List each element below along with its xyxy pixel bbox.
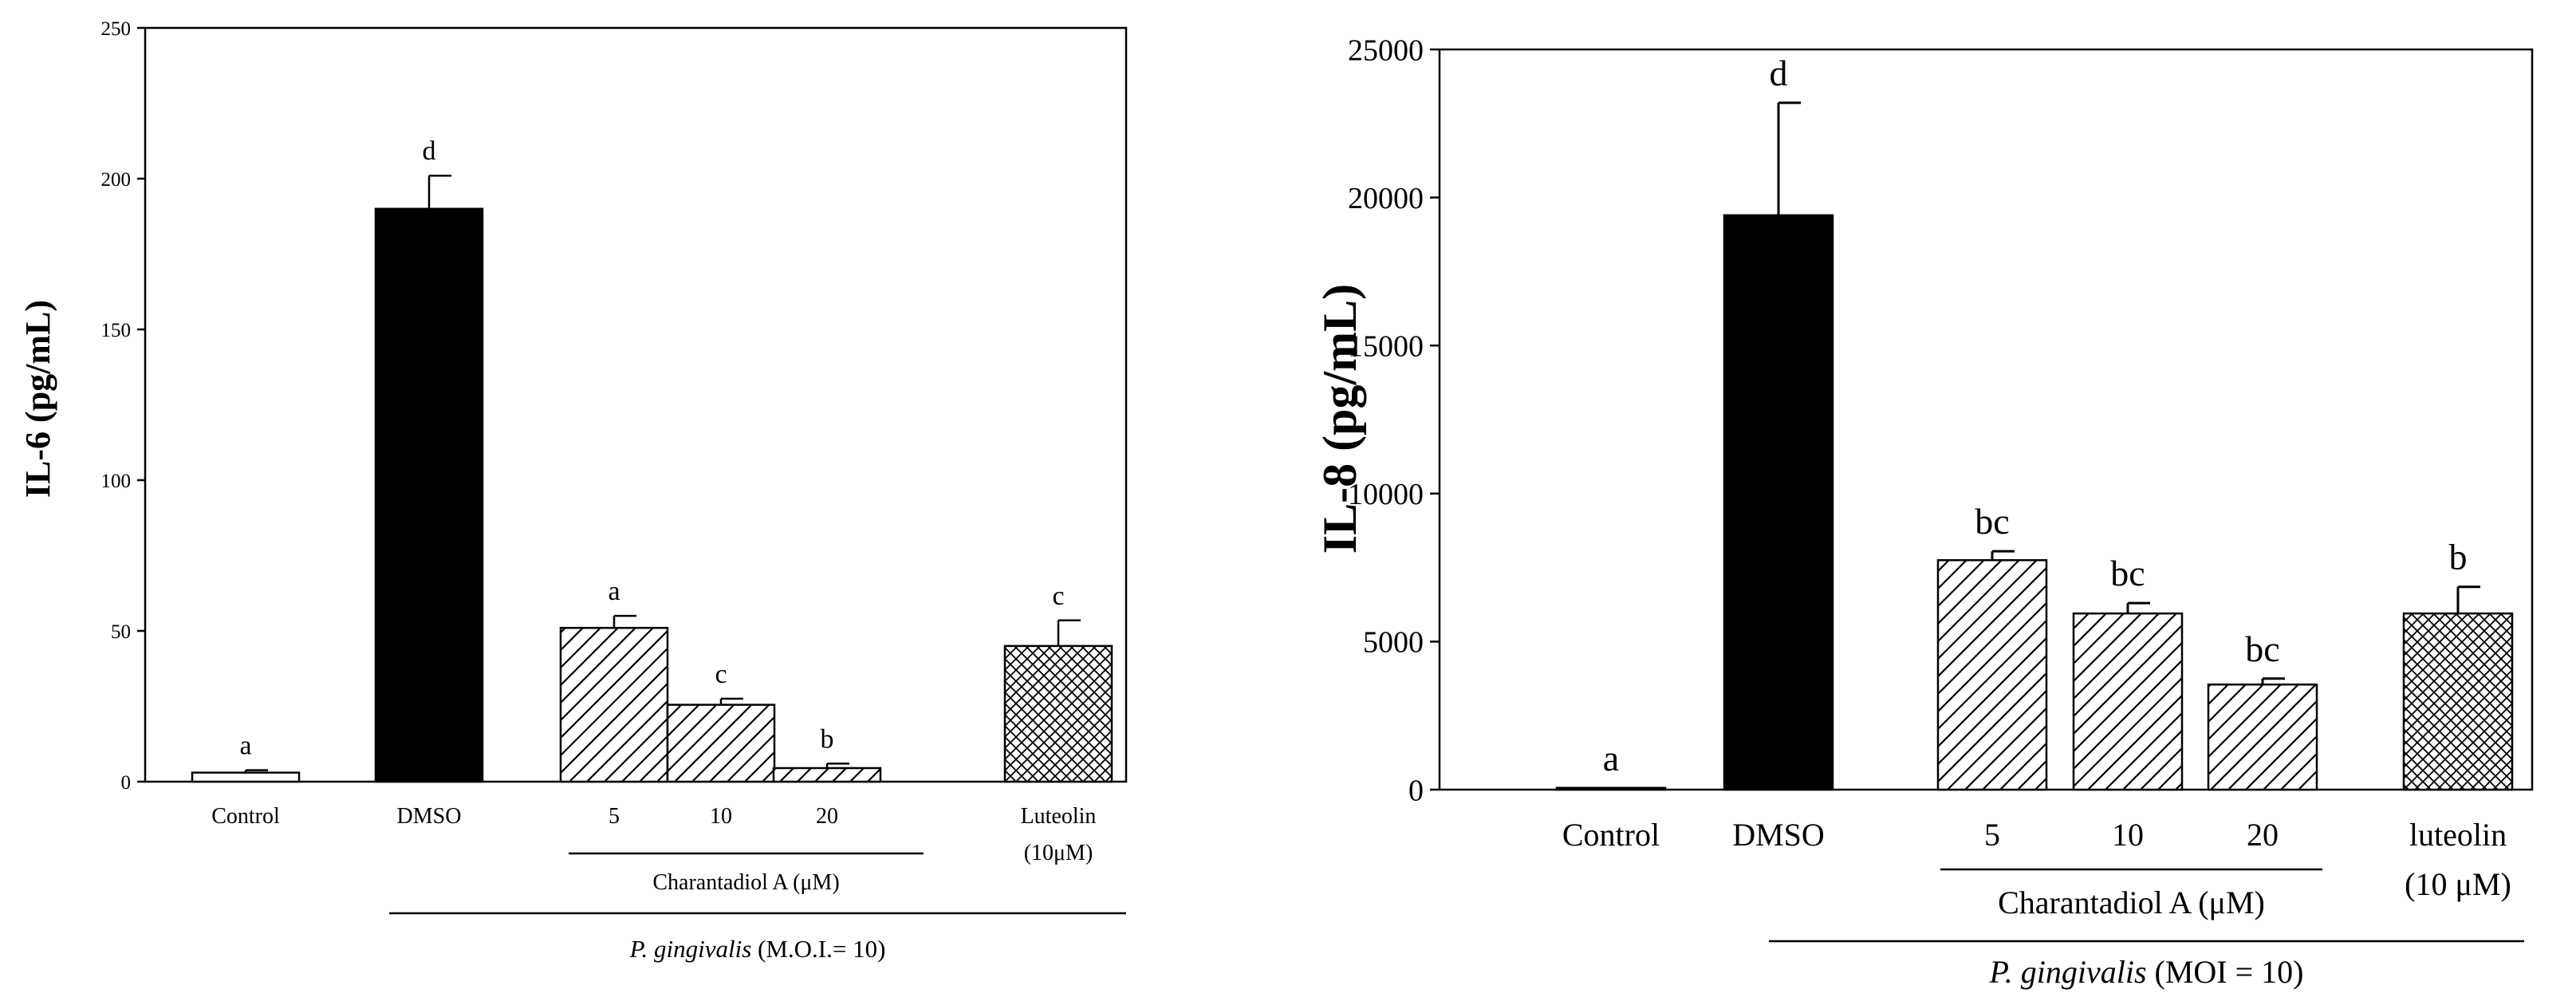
group-label-charantadiol: Charantadiol A (μM) [652,870,839,895]
y-tick-label: 250 [101,18,132,40]
group-label-pgingivalis-italic: P. gingivalis [1988,954,2146,990]
x-category-label: Luteolin [1021,804,1097,829]
significance-letter: bc [2245,629,2279,669]
y-tick-label: 25000 [1348,33,1424,67]
significance-letter: a [608,577,620,606]
group-label-pgingivalis-italic: P. gingivalis [629,935,752,963]
y-tick-label: 200 [101,169,132,191]
bar [1723,214,1834,791]
y-tick-label: 50 [111,621,131,643]
significance-letter: a [1603,738,1619,778]
x-category-sublabel: (10μM) [1024,841,1093,865]
bar [772,767,882,783]
y-tick-label: 20000 [1348,182,1424,215]
bar [374,207,484,783]
y-axis-label: IL-6 (pg/mL) [18,300,57,498]
bar [559,626,669,783]
y-tick-label: 0 [1408,774,1424,807]
x-category-label: 20 [2247,817,2279,853]
y-tick-label: 15000 [1348,330,1424,364]
significance-letter: c [1052,581,1064,611]
y-tick-label: 0 [121,772,132,794]
bar [1936,559,2048,791]
significance-letter: d [423,136,436,166]
y-tick-label: 100 [101,471,132,492]
x-category-label: luteolin [2409,817,2507,853]
x-category-label: 5 [1984,817,2000,853]
bar [2072,612,2184,791]
bar [191,771,301,783]
group-label-pgingivalis: P. gingivalis (MOI = 10) [1988,954,2303,990]
x-category-label: DMSO [1732,817,1825,853]
il8-chart: 0 5000 10000 15000 20000 25000 IL-8 (pg/mL) a Co… [1314,33,2534,990]
significance-letter: c [715,660,727,689]
significance-letter: a [239,731,251,761]
x-category-label: 5 [609,804,620,829]
group-label-pgingivalis: P. gingivalis (M.O.I.= 10) [629,935,886,963]
bar [1003,644,1113,783]
x-category-label: 10 [710,804,732,829]
significance-letter: b [821,724,834,754]
bar [1555,786,1667,791]
x-category-label: Control [211,804,280,829]
group-label-pgingivalis-moi: (MOI = 10) [2147,954,2304,990]
bar [666,703,776,783]
x-category-label: 10 [2112,817,2144,853]
il6-chart: 0 50 100 150 200 250 IL-6 (pg/mL) a Control d DMSO… [18,18,1128,963]
significance-letter: bc [2110,553,2145,593]
y-tick-label: 150 [101,320,132,341]
significance-letter: d [1770,53,1788,93]
significance-letter: b [2449,537,2468,577]
y-tick-label: 5000 [1363,626,1424,660]
y-tick-label: 10000 [1348,478,1424,511]
bar [2207,683,2318,791]
bar [2402,612,2514,791]
group-label-pgingivalis-moi: (M.O.I.= 10) [751,935,885,963]
x-category-label: 20 [816,804,838,829]
y-axis-label: IL-8 (pg/mL) [1314,284,1366,554]
x-category-label: DMSO [397,804,462,829]
group-label-charantadiol: Charantadiol A (μM) [1998,885,2265,920]
x-category-label: Control [1562,817,1660,853]
x-category-sublabel: (10 μM) [2405,866,2511,902]
significance-letter: bc [1975,501,2009,542]
